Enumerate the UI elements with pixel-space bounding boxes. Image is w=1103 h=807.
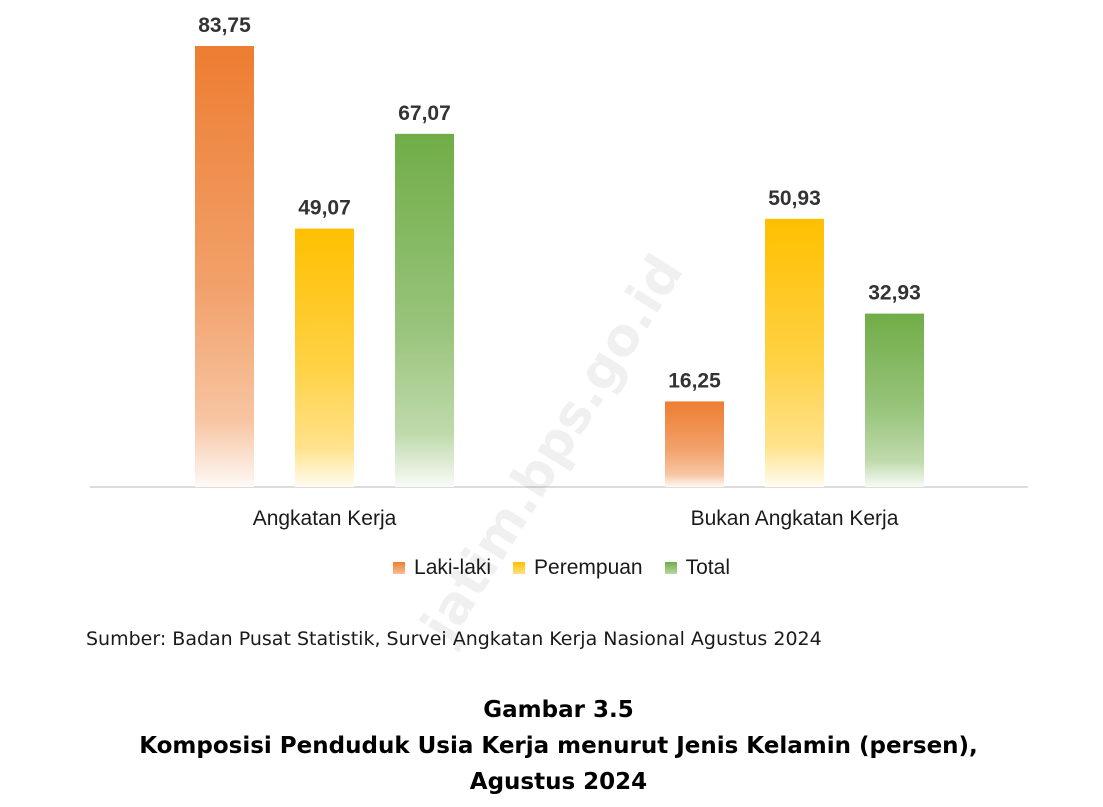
- caption-date: Agustus 2024: [469, 769, 648, 795]
- bar-laki-laki-1: [195, 46, 254, 487]
- legend-item-laki-laki: Laki-laki: [393, 556, 491, 580]
- data-label-perempuan-2: 50,93: [768, 187, 821, 210]
- legend-label: Laki-laki: [414, 556, 492, 579]
- data-label-laki-laki-1: 83,75: [198, 14, 251, 37]
- legend-swatch: [393, 562, 406, 574]
- caption-title: Komposisi Penduduk Usia Kerja menurut Je…: [139, 733, 978, 759]
- category-label-2: Bukan Angkatan Kerja: [691, 507, 899, 530]
- bar-chart: 83,75 16,25 49,07 50,93 67,07 32,93 Angkatan K…: [90, 14, 1028, 530]
- data-label-total-1: 67,07: [398, 102, 451, 125]
- chart-legend: Laki-laki Perempuan Total: [0, 556, 1103, 580]
- legend-item-perempuan: Perempuan: [513, 556, 643, 580]
- legend-swatch: [513, 562, 526, 574]
- data-label-perempuan-1: 49,07: [298, 197, 351, 220]
- bar-total-2: [865, 313, 924, 487]
- legend-swatch: [664, 562, 677, 574]
- data-label-laki-laki-2: 16,25: [668, 369, 721, 392]
- legend-item-total: Total: [664, 556, 730, 580]
- legend-label: Total: [685, 556, 730, 579]
- bar-total-1: [395, 133, 454, 487]
- figure-caption: Gambar 3.5 Komposisi Penduduk Usia Kerja…: [0, 692, 1103, 800]
- data-label-total-2: 32,93: [868, 282, 921, 305]
- bar-perempuan-2: [765, 218, 824, 487]
- legend-label: Perempuan: [534, 556, 643, 579]
- bar-laki-laki-2: [665, 401, 724, 487]
- category-label-1: Angkatan Kerja: [253, 507, 397, 530]
- source-note: Sumber: Badan Pusat Statistik, Survei An…: [86, 628, 822, 650]
- bar-perempuan-1: [295, 228, 354, 487]
- caption-figure-number: Gambar 3.5: [483, 697, 634, 723]
